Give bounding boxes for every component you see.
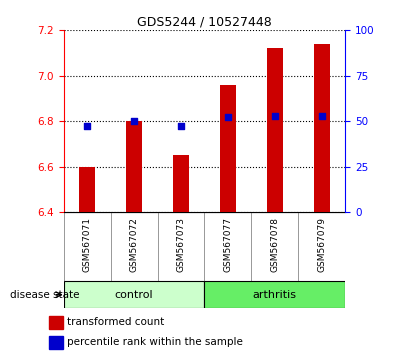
Text: GSM567073: GSM567073 [176, 217, 185, 272]
Bar [126, 121, 142, 212]
Text: transformed count: transformed count [67, 317, 164, 327]
Text: arthritis: arthritis [253, 290, 297, 300]
Bar [220, 85, 236, 212]
Text: control: control [115, 290, 153, 300]
Point [272, 113, 278, 119]
Point [84, 124, 90, 129]
Point [178, 124, 184, 129]
Text: disease state: disease state [10, 290, 80, 300]
Bar [79, 167, 95, 212]
Point [225, 114, 231, 120]
Text: percentile rank within the sample: percentile rank within the sample [67, 337, 243, 348]
Text: GSM567078: GSM567078 [270, 217, 279, 272]
Point [319, 113, 325, 119]
Bar [267, 48, 283, 212]
Text: GSM567079: GSM567079 [317, 217, 326, 272]
Title: GDS5244 / 10527448: GDS5244 / 10527448 [137, 16, 272, 29]
Point [131, 119, 137, 124]
Bar [205, 281, 345, 308]
Bar [64, 281, 205, 308]
Text: GSM567071: GSM567071 [83, 217, 92, 272]
Bar [314, 44, 330, 212]
Bar [173, 155, 189, 212]
Bar [49, 316, 63, 329]
Text: GSM567077: GSM567077 [224, 217, 233, 272]
Bar [49, 336, 63, 349]
Text: GSM567072: GSM567072 [129, 217, 139, 272]
